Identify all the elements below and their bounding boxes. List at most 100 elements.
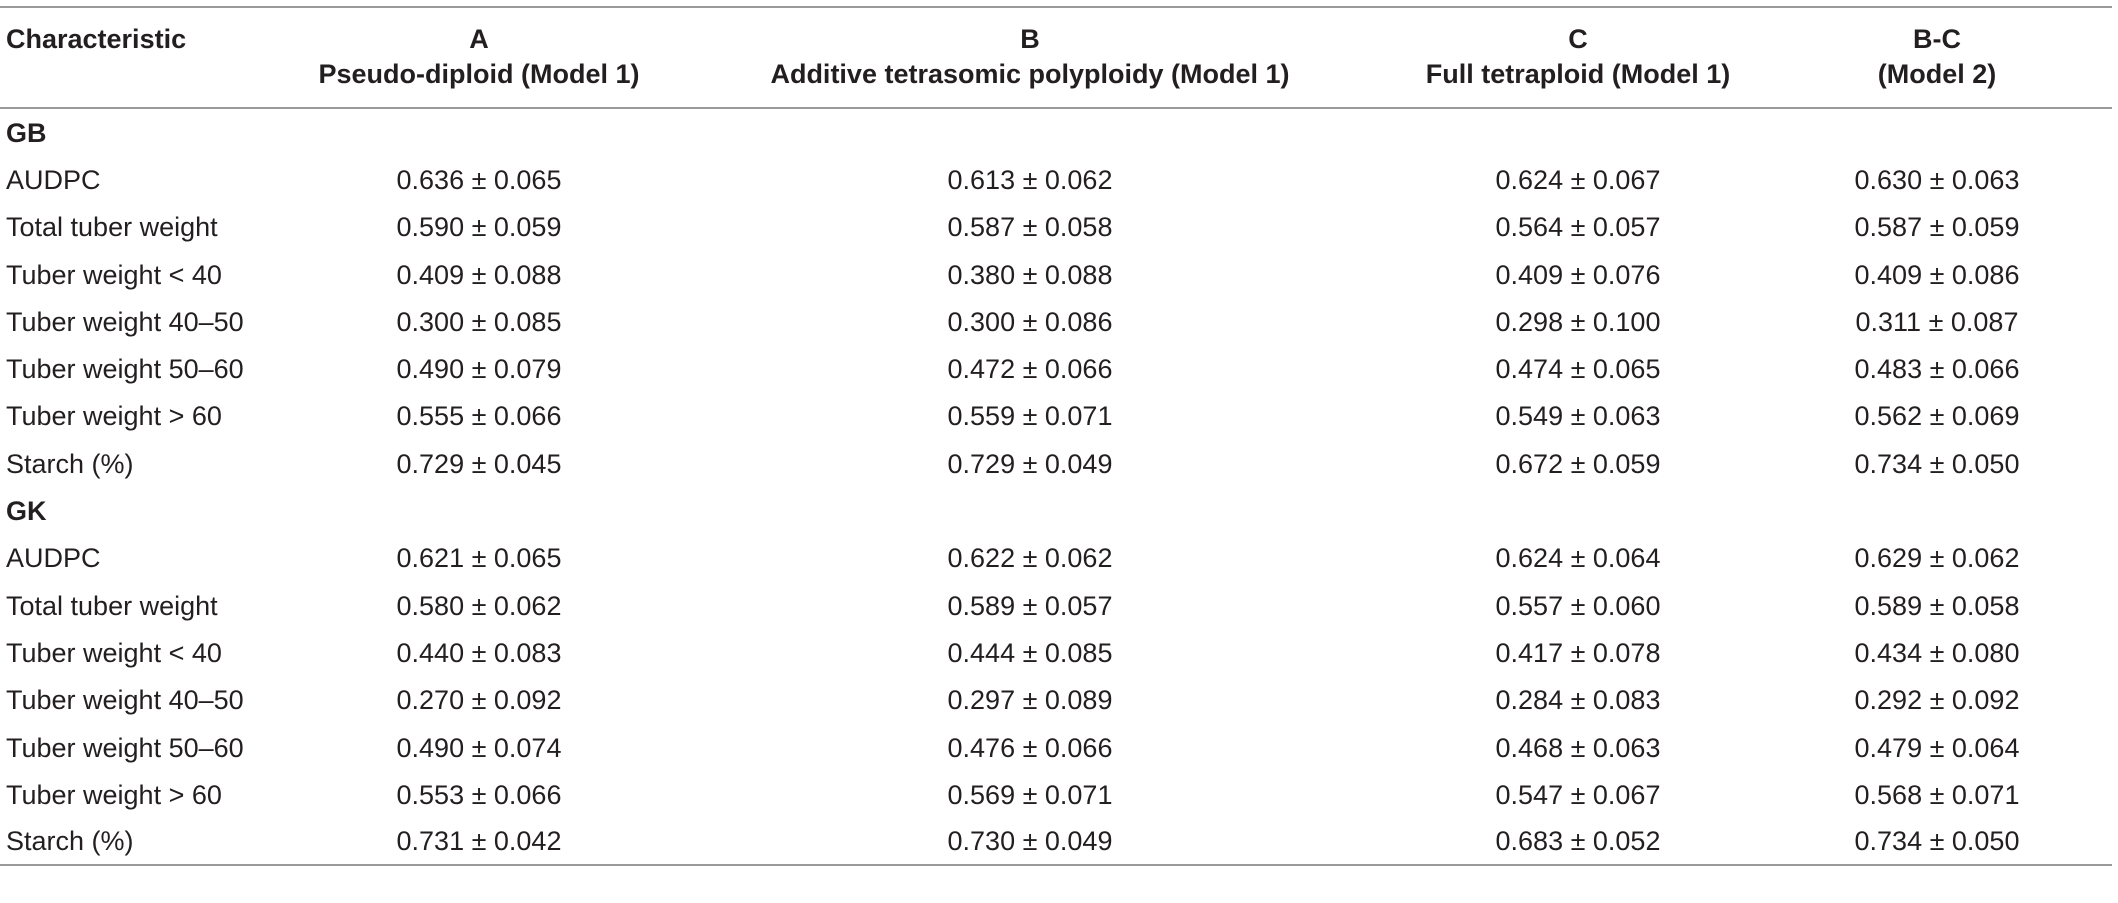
table-row: AUDPC 0.636 ± 0.065 0.613 ± 0.062 0.624 ± 0… xyxy=(0,156,2112,203)
cell-value: 0.729 ± 0.049 xyxy=(947,448,1113,479)
cell-value: 0.734 ± 0.050 xyxy=(1762,818,2112,867)
cell-value: 0.547 ± 0.067 xyxy=(1495,779,1661,810)
cell-value: 0.297 ± 0.089 xyxy=(947,685,1113,716)
table-row: Tuber weight > 60 0.555 ± 0.066 0.559 ± 0.… xyxy=(0,393,2112,440)
cell-value: 0.562 ± 0.069 xyxy=(1854,401,2020,432)
cell-value: 0.587 ± 0.059 xyxy=(1854,212,2020,243)
cell-value: 0.729 ± 0.045 xyxy=(396,448,562,479)
row-label: Tuber weight 50–60 xyxy=(6,732,244,763)
header-line: Full tetraploid (Model 1) xyxy=(1425,59,1731,89)
cell-value: 0.613 ± 0.062 xyxy=(947,164,1113,195)
cell-value: 0.624 ± 0.064 xyxy=(1495,543,1661,574)
header-line: Additive tetrasomic polyploidy (Model 1) xyxy=(770,59,1290,89)
cell-value: 0.490 ± 0.079 xyxy=(396,354,562,385)
table-row: Total tuber weight 0.580 ± 0.062 0.589 ± 0… xyxy=(0,582,2112,629)
cell-value: 0.559 ± 0.071 xyxy=(947,401,1113,432)
cell-value: 0.380 ± 0.088 xyxy=(947,259,1113,290)
header-col-b: B Additive tetrasomic polyploidy (Model … xyxy=(666,6,1394,109)
table-row: Tuber weight 40–50 0.270 ± 0.092 0.297 ± 0… xyxy=(0,677,2112,724)
header-line: (Model 2) xyxy=(1877,59,1997,89)
cell-value: 0.590 ± 0.059 xyxy=(396,212,562,243)
cell-value: 0.555 ± 0.066 xyxy=(396,401,562,432)
row-label: Tuber weight > 60 xyxy=(6,401,222,432)
cell-value: 0.300 ± 0.086 xyxy=(947,306,1113,337)
header-row: Characteristic A Pseudo-diploid (Model 1… xyxy=(0,6,2112,109)
cell-value: 0.589 ± 0.058 xyxy=(1854,590,2020,621)
cell-value: 0.636 ± 0.065 xyxy=(396,164,562,195)
cell-value: 0.587 ± 0.058 xyxy=(947,212,1113,243)
cell-value: 0.734 ± 0.050 xyxy=(1854,448,2020,479)
table-row: Tuber weight > 60 0.553 ± 0.066 0.569 ± 0.… xyxy=(0,771,2112,818)
cell-value: 0.440 ± 0.083 xyxy=(396,637,562,668)
cell-value: 0.490 ± 0.074 xyxy=(396,732,562,763)
header-col-a: A Pseudo-diploid (Model 1) xyxy=(292,6,666,109)
cell-value: 0.564 ± 0.057 xyxy=(1495,212,1661,243)
cell-value: 0.468 ± 0.063 xyxy=(1495,732,1661,763)
row-label: Starch (%) xyxy=(6,448,134,479)
row-label: Tuber weight 40–50 xyxy=(6,685,244,716)
cell-value: 0.630 ± 0.063 xyxy=(1854,164,2020,195)
table-header: Characteristic A Pseudo-diploid (Model 1… xyxy=(0,6,2112,109)
cell-value: 0.270 ± 0.092 xyxy=(396,685,562,716)
row-label: Tuber weight 50–60 xyxy=(6,354,244,385)
cell-value: 0.434 ± 0.080 xyxy=(1854,637,2020,668)
cell-value: 0.409 ± 0.086 xyxy=(1854,259,2020,290)
header-line: A xyxy=(469,24,489,54)
cell-value: 0.409 ± 0.076 xyxy=(1495,259,1661,290)
cell-value: 0.292 ± 0.092 xyxy=(1854,685,2020,716)
cell-value: 0.284 ± 0.083 xyxy=(1495,685,1661,716)
row-label: Tuber weight > 60 xyxy=(6,779,222,810)
cell-value: 0.621 ± 0.065 xyxy=(396,543,562,574)
header-characteristic: Characteristic xyxy=(0,6,292,109)
row-label: Total tuber weight xyxy=(6,590,218,621)
header-col-c: C Full tetraploid (Model 1) xyxy=(1394,6,1762,109)
cell-value: 0.589 ± 0.057 xyxy=(947,590,1113,621)
group-label: GK xyxy=(6,496,47,527)
table-row: Tuber weight < 40 0.440 ± 0.083 0.444 ± 0.… xyxy=(0,629,2112,676)
row-label: Starch (%) xyxy=(0,818,292,867)
cell-value: 0.444 ± 0.085 xyxy=(947,637,1113,668)
cell-value: 0.476 ± 0.066 xyxy=(947,732,1113,763)
cell-value: 0.672 ± 0.059 xyxy=(1495,448,1661,479)
cell-value: 0.683 ± 0.052 xyxy=(1394,818,1762,867)
table-row: AUDPC 0.621 ± 0.065 0.622 ± 0.062 0.624 ± 0… xyxy=(0,535,2112,582)
row-label: Total tuber weight xyxy=(6,212,218,243)
cell-value: 0.409 ± 0.088 xyxy=(396,259,562,290)
header-line: B xyxy=(1020,24,1040,54)
table-row: Starch (%) 0.729 ± 0.045 0.729 ± 0.049 0.67… xyxy=(0,440,2112,487)
cell-value: 0.624 ± 0.067 xyxy=(1495,164,1661,195)
row-label: Tuber weight < 40 xyxy=(6,259,222,290)
cell-value: 0.311 ± 0.087 xyxy=(1855,306,2019,337)
header-col-bc: B-C (Model 2) xyxy=(1762,6,2112,109)
row-label: Tuber weight 40–50 xyxy=(6,306,244,337)
table-row: Tuber weight 50–60 0.490 ± 0.079 0.472 ± 0… xyxy=(0,345,2112,392)
cell-value: 0.300 ± 0.085 xyxy=(396,306,562,337)
table-row: Starch (%) 0.731 ± 0.042 0.730 ± 0.049 0.68… xyxy=(0,818,2112,867)
header-line: Pseudo-diploid (Model 1) xyxy=(318,59,640,89)
table-body: GB AUDPC 0.636 ± 0.065 0.613 ± 0.062 0.624 ±… xyxy=(0,108,2112,867)
header-line: B-C xyxy=(1913,24,1961,54)
cell-value: 0.483 ± 0.066 xyxy=(1854,354,2020,385)
cell-value: 0.568 ± 0.071 xyxy=(1854,779,2020,810)
cell-value: 0.569 ± 0.071 xyxy=(947,779,1113,810)
table-row: Tuber weight 50–60 0.490 ± 0.074 0.476 ± 0… xyxy=(0,724,2112,771)
row-label: AUDPC xyxy=(6,164,101,195)
row-label: AUDPC xyxy=(6,543,101,574)
cell-value: 0.622 ± 0.062 xyxy=(947,543,1113,574)
table-row: Tuber weight 40–50 0.300 ± 0.085 0.300 ± 0… xyxy=(0,298,2112,345)
group-label: GB xyxy=(6,117,47,148)
group-row: GK xyxy=(0,487,2112,534)
cell-value: 0.730 ± 0.049 xyxy=(666,818,1394,867)
cell-value: 0.629 ± 0.062 xyxy=(1854,543,2020,574)
table-row: Total tuber weight 0.590 ± 0.059 0.587 ± 0… xyxy=(0,204,2112,251)
header-line: Characteristic xyxy=(6,24,187,54)
cell-value: 0.298 ± 0.100 xyxy=(1495,306,1661,337)
cell-value: 0.549 ± 0.063 xyxy=(1495,401,1661,432)
header-line: C xyxy=(1568,24,1588,54)
cell-value: 0.557 ± 0.060 xyxy=(1495,590,1661,621)
cell-value: 0.472 ± 0.066 xyxy=(947,354,1113,385)
cell-value: 0.580 ± 0.062 xyxy=(396,590,562,621)
cell-value: 0.731 ± 0.042 xyxy=(292,818,666,867)
row-label: Tuber weight < 40 xyxy=(6,637,222,668)
